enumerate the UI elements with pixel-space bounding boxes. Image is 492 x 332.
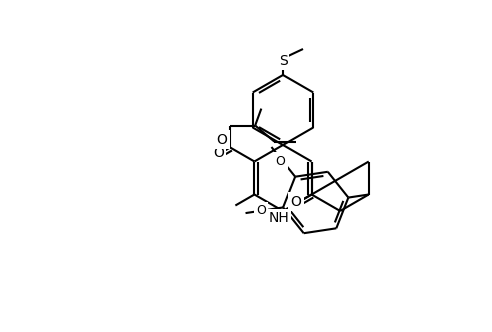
Text: O: O: [291, 195, 302, 208]
Text: O: O: [213, 145, 224, 159]
Text: O: O: [276, 155, 286, 168]
Text: O: O: [217, 132, 228, 146]
Text: NH: NH: [269, 211, 289, 225]
Text: S: S: [278, 54, 287, 68]
Text: O: O: [256, 204, 266, 217]
